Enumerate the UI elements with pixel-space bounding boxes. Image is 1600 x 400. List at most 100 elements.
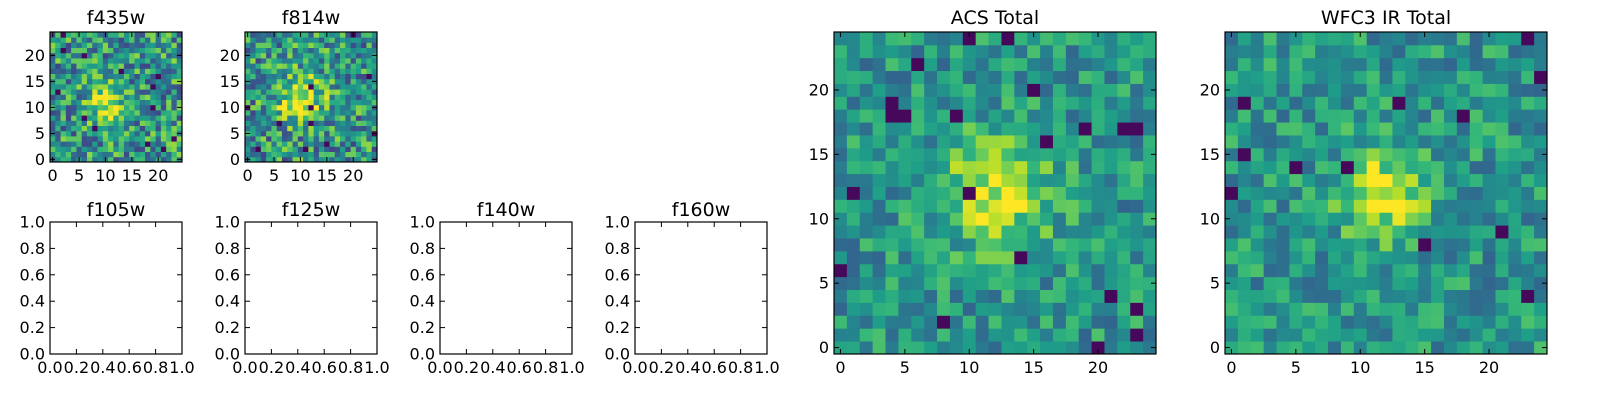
heatmap-cell	[1482, 263, 1496, 278]
heatmap-cell	[123, 63, 130, 69]
heatmap-cell	[145, 68, 151, 74]
heatmap-cell	[97, 115, 104, 121]
heatmap-cell	[71, 73, 77, 80]
heatmap-cell	[1250, 83, 1265, 97]
heatmap-cell	[361, 141, 367, 147]
heatmap-cell	[139, 146, 146, 152]
heatmap-cell	[924, 70, 938, 84]
heatmap-cell	[150, 120, 156, 126]
y-tick-label: 0.0	[20, 345, 45, 364]
heatmap-cell	[166, 120, 172, 126]
heatmap-cell	[1250, 276, 1265, 290]
heatmap-cell	[1237, 32, 1252, 46]
heatmap-cell	[334, 52, 341, 59]
heatmap-cell	[250, 94, 256, 100]
heatmap-cell	[65, 94, 72, 100]
heatmap-cell	[1431, 289, 1445, 303]
heatmap-cell	[1443, 341, 1458, 355]
heatmap-cell	[65, 99, 72, 106]
heatmap-cell	[1225, 250, 1239, 265]
heatmap-cell	[313, 58, 320, 64]
heatmap-cell	[898, 328, 912, 342]
heatmap-cell	[1302, 173, 1316, 187]
heatmap-cell	[859, 135, 874, 149]
heatmap-cell	[1276, 250, 1290, 265]
heatmap-cell	[329, 136, 336, 142]
heatmap-cell	[92, 32, 98, 38]
heatmap-cell	[1508, 212, 1522, 226]
heatmap-cell	[1315, 147, 1329, 162]
heatmap-cell	[1130, 135, 1144, 149]
heatmap-cell	[150, 42, 156, 48]
heatmap-cell	[924, 109, 938, 123]
heatmap-cell	[1001, 263, 1015, 278]
plot-frame	[244, 221, 378, 355]
heatmap-cell	[1040, 96, 1054, 110]
heatmap-cell	[129, 146, 135, 152]
heatmap-cell	[988, 83, 1002, 97]
heatmap-cell	[324, 99, 330, 106]
heatmap-cell	[92, 136, 98, 142]
heatmap-cell	[1482, 96, 1496, 110]
heatmap-cell	[250, 32, 256, 38]
heatmap-cell	[123, 78, 130, 85]
heatmap-cell	[846, 147, 861, 162]
heatmap-cell	[250, 136, 256, 142]
heatmap-cell	[1456, 315, 1471, 329]
heatmap-cell	[76, 125, 83, 132]
heatmap-cell	[1469, 225, 1483, 239]
heatmap-cell	[134, 58, 141, 64]
heatmap-cell	[260, 110, 267, 116]
heatmap-cell	[329, 63, 336, 69]
heatmap-cell	[1014, 70, 1028, 84]
y-tick-label: 10	[220, 98, 240, 117]
heatmap-cell	[1225, 341, 1239, 355]
heatmap-cell	[55, 94, 61, 100]
heatmap-cell	[276, 89, 283, 95]
heatmap-cell	[318, 37, 325, 43]
heatmap-cell	[271, 151, 278, 158]
heatmap-cell	[1263, 135, 1277, 149]
heatmap-cell	[1237, 225, 1252, 239]
heatmap-cell	[350, 63, 357, 69]
heatmap-cell	[1508, 147, 1522, 162]
heatmap-cell	[297, 89, 304, 95]
heatmap-cell	[281, 58, 288, 64]
heatmap-cell	[1065, 276, 1080, 290]
heatmap-cell	[281, 136, 288, 142]
heatmap-cell	[171, 156, 178, 163]
heatmap-cell	[1508, 250, 1522, 265]
heatmap-cell	[334, 136, 341, 142]
heatmap-cell	[150, 115, 156, 121]
heatmap-cell	[366, 156, 373, 163]
y-tick-label: 0	[1210, 338, 1220, 357]
heatmap-cell	[250, 99, 256, 106]
heatmap-cell	[334, 156, 341, 163]
heatmap-cell	[988, 289, 1002, 303]
heatmap-cell	[308, 52, 315, 59]
heatmap-cell	[1443, 147, 1458, 162]
heatmap-cell	[60, 37, 67, 43]
heatmap-cell	[1418, 250, 1432, 265]
heatmap-cell	[150, 136, 156, 142]
heatmap-cell	[1289, 147, 1303, 162]
heatmap-cell	[287, 32, 293, 38]
heatmap-cell	[1276, 302, 1290, 316]
heatmap-cell	[1521, 263, 1535, 278]
heatmap-cell	[1534, 212, 1548, 226]
heatmap-cell	[176, 63, 183, 69]
heatmap-cell	[166, 151, 172, 158]
heatmap-cell	[885, 135, 899, 149]
heatmap-cell	[303, 32, 309, 38]
heatmap-cell	[276, 42, 283, 48]
heatmap-cell	[371, 151, 378, 158]
heatmap-cell	[55, 136, 61, 142]
heatmap-cell	[276, 99, 283, 106]
heatmap-cell	[1534, 225, 1548, 239]
heatmap-cell	[318, 47, 325, 54]
heatmap-cell	[1495, 276, 1509, 290]
heatmap-cell	[1328, 70, 1342, 84]
heatmap-cell	[176, 47, 183, 54]
heatmap-cell	[266, 151, 272, 158]
heatmap-cell	[1065, 199, 1080, 213]
